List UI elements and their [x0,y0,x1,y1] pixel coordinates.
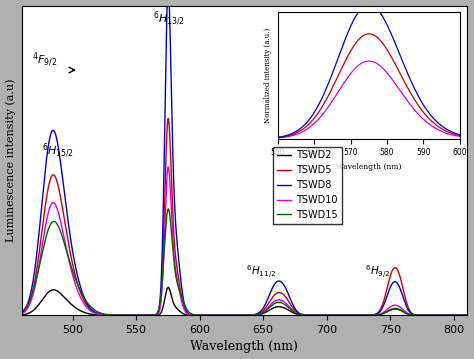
Line: TSWD2: TSWD2 [22,288,466,315]
TSWD5 [407,309,413,313]
TSWD10 [209,313,215,317]
TSWD5 [96,312,101,316]
TSWD15 [455,313,461,317]
TSWD8 [407,310,413,314]
Text: $^6H_{9/2}$: $^6H_{9/2}$ [365,263,391,280]
TSWD5 [70,261,75,265]
TSWD2 [407,312,413,317]
TSWD10 [455,313,461,317]
Line: TSWD10: TSWD10 [22,167,466,315]
Text: $^4F_{9/2}$: $^4F_{9/2}$ [32,50,57,69]
TSWD5 [190,313,195,317]
TSWD8 [455,313,461,317]
TSWD8 [209,313,215,317]
TSWD10 [165,165,171,169]
TSWD10 [70,272,75,276]
TSWD5 [19,311,25,316]
TSWD8 [96,312,101,316]
TSWD8 [19,311,25,315]
TSWD15 [19,310,25,314]
Line: TSWD5: TSWD5 [22,118,466,315]
TSWD15 [209,313,215,317]
TSWD15 [407,312,413,317]
TSWD2 [455,313,461,317]
Text: $^6H_{13/2}$: $^6H_{13/2}$ [153,10,185,28]
Text: $^6H_{15/2}$: $^6H_{15/2}$ [42,142,74,160]
TSWD10 [96,312,101,316]
TSWD10 [19,312,25,316]
TSWD2 [190,313,195,317]
Text: $^6H_{11/2}$: $^6H_{11/2}$ [246,263,276,280]
TSWD5 [209,313,215,317]
TSWD8 [190,313,195,317]
TSWD5 [464,313,469,317]
TSWD15 [70,268,75,272]
TSWD15 [464,313,469,317]
TSWD15 [190,312,195,317]
TSWD2 [70,303,75,307]
TSWD8 [464,313,469,317]
Y-axis label: Luminescence intensity (a.u): Luminescence intensity (a.u) [6,79,16,242]
TSWD5 [165,116,171,121]
TSWD10 [464,313,469,317]
TSWD2 [96,313,101,317]
TSWD15 [165,207,171,211]
TSWD5 [455,313,461,317]
Line: TSWD8: TSWD8 [22,0,466,315]
TSWD10 [407,312,413,317]
TSWD2 [19,313,25,317]
X-axis label: Wavelength (nm): Wavelength (nm) [190,340,298,354]
TSWD2 [165,285,171,290]
TSWD10 [190,313,195,317]
Line: TSWD15: TSWD15 [22,209,466,315]
TSWD8 [70,248,75,252]
Legend: TSWD2, TSWD5, TSWD8, TSWD10, TSWD15: TSWD2, TSWD5, TSWD8, TSWD10, TSWD15 [273,146,342,224]
TSWD2 [209,313,215,317]
TSWD2 [464,313,469,317]
TSWD15 [96,310,101,314]
